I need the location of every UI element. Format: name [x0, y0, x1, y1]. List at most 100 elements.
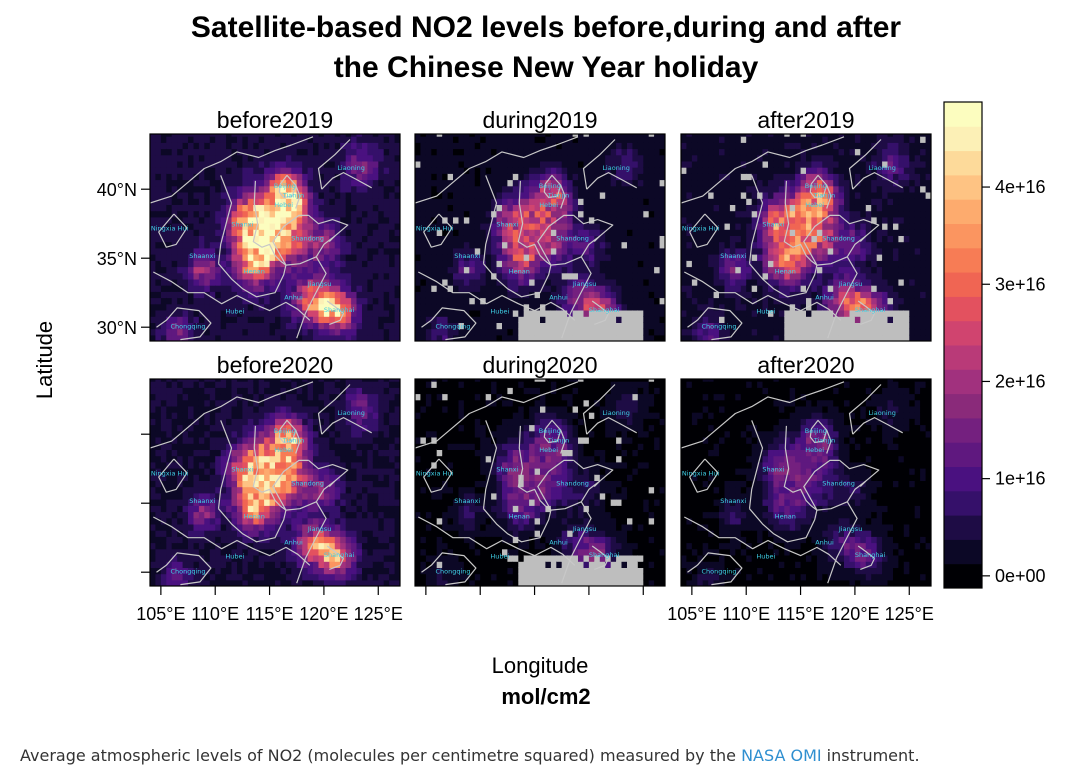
colorbar-segment: [944, 320, 982, 346]
province-label-anhui: Anhui: [284, 539, 303, 547]
boundary-line: [582, 384, 616, 435]
boundary-line: [537, 214, 574, 266]
colorbar-segment: [944, 296, 982, 322]
caption-text-after: instrument.: [821, 746, 920, 765]
province-label-anhui: Anhui: [284, 294, 303, 302]
colorbar-segment: [944, 247, 982, 273]
province-label-shanghai: Shanghai: [324, 306, 355, 314]
y-tick-label: 30°N: [97, 318, 137, 338]
province-label-beijing: Beijing: [539, 182, 561, 190]
x-tick-label: 105°E: [136, 604, 185, 624]
province-label-shandong: Shandong: [291, 479, 324, 487]
boundary-line: [329, 558, 345, 570]
colorbar-segment: [944, 150, 982, 176]
colorbar-segment: [944, 563, 982, 589]
province-label-ningxia-hui: Ningxia Hui: [416, 470, 454, 478]
boundary-line: [326, 300, 344, 314]
province-label-ningxia-hui: Ningxia Hui: [416, 225, 454, 233]
province-label-hebei: Hebei: [805, 446, 824, 454]
boundary-line: [689, 458, 719, 493]
boundary-line: [278, 174, 297, 199]
colorbar-segment: [944, 539, 982, 565]
boundary-line: [423, 458, 453, 493]
province-label-henan: Henan: [244, 267, 265, 275]
boundary-line: [421, 319, 432, 328]
boundary-line: [543, 174, 562, 199]
panel-frame-during2020: [414, 378, 666, 587]
province-label-shaanxi: Shaanxi: [720, 252, 746, 260]
panel-title-before2019: before2019: [217, 107, 333, 133]
heatmap-cells-during2020: [415, 379, 665, 586]
colorbar-segment: [944, 272, 982, 297]
colorbar-segment: [944, 369, 982, 395]
heatmap-cells-before2019: [150, 134, 400, 341]
province-label-shanghai: Shanghai: [324, 551, 355, 559]
province-label-shanghai: Shanghai: [589, 551, 620, 559]
boundary-line: [328, 235, 336, 243]
province-label-liaoning: Liaoning: [602, 164, 630, 172]
province-label-jiangsu: Jiangsu: [572, 280, 596, 288]
panel-title-during2020: during2020: [482, 352, 597, 378]
province-label-anhui: Anhui: [549, 294, 568, 302]
colorbar-segment: [944, 102, 982, 127]
colorbar-segment: [944, 466, 982, 492]
nasa-omi-link[interactable]: NASA OMI: [741, 746, 822, 765]
province-label-anhui: Anhui: [815, 539, 834, 547]
province-label-henan: Henan: [509, 512, 530, 520]
heatmap-cells-during2019: [415, 134, 665, 341]
panel-frame-before2019: [149, 133, 401, 342]
boundary-line: [748, 175, 764, 264]
x-tick-label: 125°E: [354, 604, 403, 624]
boundary-line: [696, 307, 743, 341]
boundary-line: [252, 425, 281, 507]
province-label-hubei: Hubei: [756, 307, 775, 315]
colorbar-segment: [944, 417, 982, 443]
heatmap-cells-after2020: [681, 379, 931, 586]
boundary-line: [803, 214, 840, 266]
province-label-shanghai: Shanghai: [589, 306, 620, 314]
province-label-shandong: Shandong: [556, 479, 589, 487]
province-label-hubei: Hubei: [225, 552, 244, 560]
boundary-line: [748, 420, 764, 509]
y-tick-label: 35°N: [97, 249, 137, 269]
boundary-line: [329, 313, 345, 325]
province-label-tianjin: Tianjin: [282, 192, 304, 200]
no2-heatmap-chart: before2019LiaoningBeijingTianjinHebeiSha…: [32, 101, 1046, 709]
colorbar-segment: [944, 126, 982, 152]
boundary-line: [586, 172, 637, 190]
province-label-tianjin: Tianjin: [813, 437, 835, 445]
province-label-henan: Henan: [509, 267, 530, 275]
boundary-line: [430, 307, 477, 341]
boundary-line: [158, 213, 188, 248]
province-label-shaanxi: Shaanxi: [189, 252, 215, 260]
boundary-line: [156, 564, 167, 573]
province-label-jiangsu: Jiangsu: [572, 525, 596, 533]
boundary-line: [326, 545, 344, 559]
province-label-hubei: Hubei: [490, 307, 509, 315]
province-label-shandong: Shandong: [822, 234, 855, 242]
boundary-line: [483, 256, 582, 298]
boundary-line: [560, 429, 566, 454]
province-label-henan: Henan: [775, 512, 796, 520]
boundary-line: [295, 429, 301, 454]
boundary-line: [321, 172, 372, 190]
heatmap-cells-before2020: [150, 379, 400, 586]
panel-frame-during2019: [414, 133, 666, 342]
province-label-jiangsu: Jiangsu: [838, 525, 862, 533]
x-tick-label: 105°E: [667, 604, 716, 624]
province-label-hebei: Hebei: [274, 446, 293, 454]
boundary-line: [482, 175, 498, 264]
colorbar-tick-label: 1e+16: [995, 469, 1046, 489]
x-tick-label: 115°E: [777, 604, 825, 624]
province-label-chongqing: Chongqing: [701, 568, 736, 576]
caption-text-before: Average atmospheric levels of NO2 (molec…: [20, 746, 742, 765]
province-label-hubei: Hubei: [490, 552, 509, 560]
boundary-line: [826, 184, 832, 209]
boundary-line: [839, 214, 880, 258]
chart-title-line1: Satellite-based NO2 levels before,during…: [190, 11, 902, 44]
boundary-line: [165, 307, 212, 341]
boundary-line: [809, 174, 828, 199]
boundary-line: [153, 271, 311, 321]
